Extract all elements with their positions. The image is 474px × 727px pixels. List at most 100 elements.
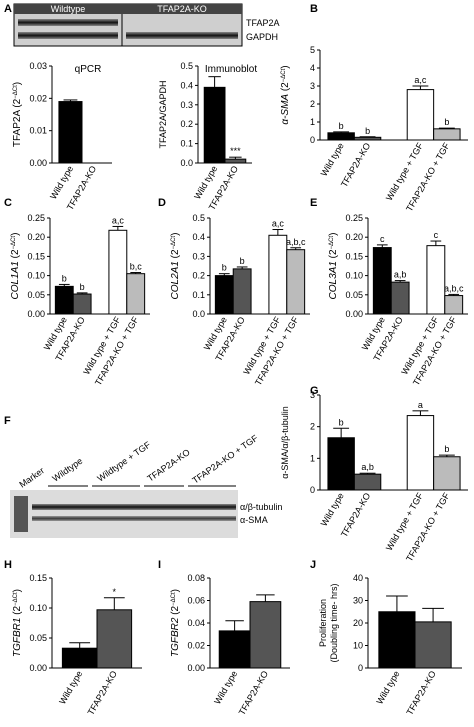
y-tick-label: 0 xyxy=(310,135,315,145)
y-tick-label: 3 xyxy=(310,81,315,91)
x-tick-label: Wild type xyxy=(319,141,346,178)
bar xyxy=(433,456,461,491)
y-axis-label: TGFBR2 (2−ΔCt) xyxy=(170,589,181,657)
band-label: GAPDH xyxy=(246,32,278,42)
y-tick-label: 30 xyxy=(353,596,363,606)
y-tick-label: 4 xyxy=(310,63,315,73)
y-axis-label-part: ) xyxy=(12,589,23,592)
y-axis-label: (Doubling time- hrs) xyxy=(329,583,339,662)
y-axis-label-part: ) xyxy=(328,233,339,236)
blot-a: Wildtype TFAP2A-KO TFAP2A GAPDH xyxy=(13,3,280,47)
bar xyxy=(406,89,435,141)
significance-label: *** xyxy=(230,146,241,156)
y-axis-label-part: −ΔCt xyxy=(281,68,287,82)
bar xyxy=(433,128,461,141)
significance-label: b xyxy=(365,126,370,136)
significance-label: * xyxy=(113,587,117,597)
bar xyxy=(224,158,247,164)
lane-label: Wildtype xyxy=(51,4,86,14)
error-bar xyxy=(103,597,125,610)
y-axis-label-part: TFAP2A xyxy=(12,110,23,148)
blot-f: Marker Wildtype Wildtype + TGF TFAP2A-KO… xyxy=(10,433,282,538)
y-tick-label: 1 xyxy=(310,117,315,127)
y-tick-label: 0.15 xyxy=(27,251,45,261)
y-axis-label-part: −ΔCt xyxy=(171,236,177,250)
x-tick-label: Wild type xyxy=(212,669,239,706)
bar xyxy=(372,247,392,315)
y-axis-label: COL3A1 (2−ΔCt) xyxy=(328,233,339,300)
significance-label: c xyxy=(434,230,439,240)
y-axis-label: TFAP2A (2−ΔCt) xyxy=(12,82,23,147)
lane-header xyxy=(14,4,122,14)
significance-label: a,b,c xyxy=(286,237,306,247)
bar xyxy=(268,234,288,315)
panel-label: C xyxy=(4,197,12,209)
y-tick-label: 0.20 xyxy=(27,232,45,242)
y-axis-label: α-SMA (2−ΔCt) xyxy=(280,65,291,124)
error-bar xyxy=(386,595,408,612)
y-tick-label: 0.5 xyxy=(192,213,205,223)
blot-band xyxy=(18,32,118,39)
significance-label: a,b xyxy=(361,462,374,472)
bar xyxy=(72,293,92,315)
y-tick-label: 0.25 xyxy=(27,213,45,223)
bar xyxy=(214,275,234,315)
error-bar xyxy=(412,410,429,416)
error-bar xyxy=(430,240,442,246)
x-tick-label: Wild type xyxy=(319,491,346,528)
panel-label: B xyxy=(310,3,318,15)
y-axis-label-part: TGFBR1 xyxy=(12,618,23,657)
lane-label: TFAP2A-KO xyxy=(157,4,207,14)
y-axis-label-part: TGFBR2 xyxy=(170,617,181,657)
y-tick-label: 0.2 xyxy=(180,119,193,129)
blot-band xyxy=(32,504,236,510)
y-tick-label: 0.00 xyxy=(27,309,45,319)
y-axis-label-part: ) xyxy=(12,82,23,85)
y-tick-label: 2 xyxy=(310,99,315,109)
y-axis-label-part: −ΔCt xyxy=(13,85,19,99)
lane-label: TFAP2A-KO xyxy=(145,447,191,484)
bar xyxy=(58,101,83,164)
y-tick-label: 0.5 xyxy=(180,61,193,71)
y-tick-label: 0 xyxy=(358,663,363,673)
bar xyxy=(444,295,464,315)
panel-label: E xyxy=(310,197,317,209)
y-axis-label-part: ) xyxy=(10,233,21,236)
error-bar xyxy=(333,131,350,133)
error-bar xyxy=(422,607,444,622)
significance-label: b xyxy=(240,256,245,266)
error-bar xyxy=(69,642,91,649)
y-axis-label: TFAP2A/GAPDH xyxy=(158,80,168,148)
y-tick-label: 0.00 xyxy=(29,663,47,673)
lane-label: Marker xyxy=(17,465,46,489)
y-axis-label-part: (2 xyxy=(328,249,339,261)
band-label: α/β-tubulin xyxy=(240,502,282,512)
bar xyxy=(126,273,146,315)
error-bar xyxy=(359,472,376,475)
panel-label: J xyxy=(310,559,316,571)
panel-label: G xyxy=(310,385,319,397)
x-tick-label: Wild type xyxy=(374,669,401,706)
y-axis-label-part: COL1A1 xyxy=(10,261,21,299)
y-tick-label: 0.3 xyxy=(180,100,193,110)
error-bar xyxy=(112,225,124,231)
error-bar xyxy=(438,454,455,457)
panel-label: F xyxy=(4,415,11,427)
y-axis-label: α-SMA/α/β-tubulin xyxy=(280,406,290,479)
bar xyxy=(426,245,446,315)
error-bar xyxy=(225,620,244,631)
error-bar xyxy=(376,244,388,248)
significance-label: b xyxy=(222,263,227,273)
blot-band xyxy=(32,516,236,521)
error-bar xyxy=(208,76,221,88)
y-tick-label: 0.00 xyxy=(345,309,363,319)
y-tick-label: 2 xyxy=(310,422,315,432)
y-tick-label: 0.03 xyxy=(29,61,47,71)
error-bar xyxy=(394,280,406,283)
error-bar xyxy=(333,427,350,438)
y-axis-label: COL1A1 (2−ΔCt) xyxy=(10,233,21,300)
significance-label: a,c xyxy=(414,75,427,85)
band-label: TFAP2A xyxy=(246,18,280,28)
x-tick-label: TFAP2A-KO xyxy=(404,669,437,717)
y-tick-label: 0.4 xyxy=(192,232,205,242)
